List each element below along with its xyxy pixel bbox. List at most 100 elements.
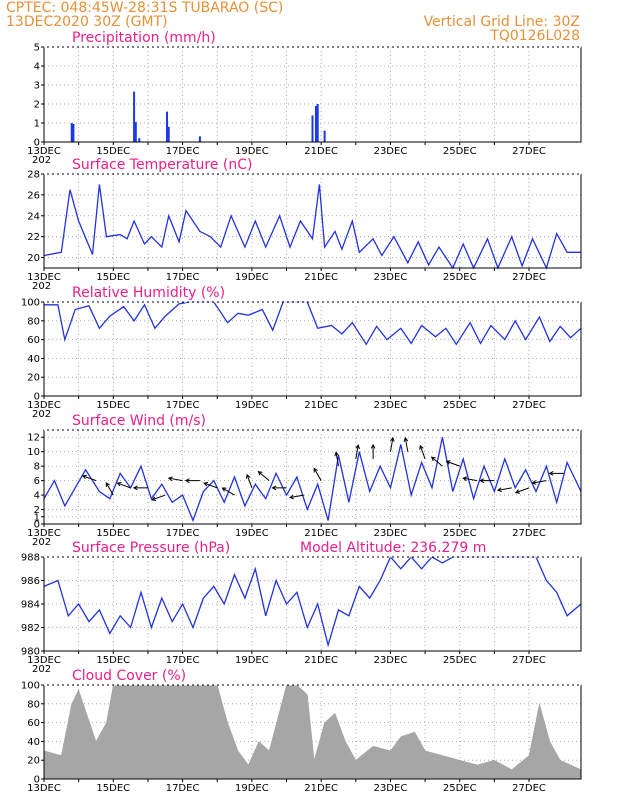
wind-arrow-head	[271, 485, 277, 491]
panel-temp: Surface Temperature (nC) 20 22 24 26 28 13DEC 1…	[27, 157, 582, 292]
y-tick-label: 2	[34, 100, 40, 111]
wind-arrow	[203, 482, 218, 489]
x-tick-label: 23DEC	[374, 655, 408, 666]
x-year-fragment: 202	[32, 537, 51, 548]
x-tick-label: 13DEC	[27, 146, 61, 157]
wind-arrow	[222, 487, 235, 496]
wind-arrow	[117, 482, 131, 489]
precip-bar	[134, 122, 137, 142]
x-tick-label: 25DEC	[443, 655, 477, 666]
wind-arrow	[258, 471, 270, 481]
y-tick-label: 2	[34, 505, 40, 516]
wind-arrow-head	[313, 467, 318, 473]
precip-bar	[165, 111, 168, 142]
wind-arrow-head	[132, 485, 138, 491]
precip-bar	[316, 104, 319, 142]
y-tick-label: 28	[27, 170, 40, 181]
y-tick-label: 100	[21, 681, 40, 692]
x-tick-label: 25DEC	[443, 146, 477, 157]
x-tick-label: 21DEC	[304, 400, 338, 411]
y-tick-label: 988	[21, 553, 40, 564]
x-tick-label: 15DEC	[96, 783, 130, 794]
series-line-pressure	[43, 555, 582, 648]
series-line-temp	[43, 184, 581, 270]
panel-title-rh: Relative Humidity (%)	[72, 285, 225, 301]
panel-precip: Precipitation (mm/h) 0 1 2 3 4 5 13DEC 15DEC 17DE…	[27, 30, 582, 166]
panel-title-precip: Precipitation (mm/h)	[72, 30, 216, 46]
x-tick-label: 27DEC	[512, 655, 546, 666]
x-tick-label: 27DEC	[512, 400, 546, 411]
y-tick-label: 0	[34, 520, 40, 531]
x-tick-label: 27DEC	[512, 272, 546, 283]
x-tick-label: 13DEC	[27, 400, 61, 411]
wind-arrow	[313, 468, 322, 481]
y-tick-label: 100	[21, 298, 40, 309]
wind-arrow-head	[245, 473, 251, 479]
header-date: 13DEC2020 30Z (GMT)	[6, 14, 168, 30]
wind-arrow-head	[389, 436, 395, 442]
y-tick-label: 20	[27, 756, 40, 767]
wind-arrow-head	[116, 481, 122, 487]
x-tick-label: 19DEC	[235, 655, 269, 666]
wind-arrow-head	[514, 489, 520, 494]
y-tick-label: 0	[34, 392, 40, 403]
x-tick-label: 23DEC	[374, 272, 408, 283]
panel-annotation-pressure: Model Altitude: 236.279 m	[300, 540, 486, 556]
header-station: CPTEC: 048:45W-28:31S TUBARAO (SC)	[6, 0, 283, 16]
y-tick-label: 40	[27, 737, 40, 748]
x-tick-label: 25DEC	[443, 400, 477, 411]
x-year-fragment: 202	[32, 664, 51, 675]
panel-frame	[43, 429, 582, 525]
panel-cloud: Cloud Cover (%) 0 20 40 60 80 100 13DEC 15DEC 17D…	[21, 668, 582, 794]
y-tick-label: 986	[21, 576, 40, 587]
series-line-rh	[44, 301, 582, 346]
wind-arrow-head	[81, 474, 87, 480]
y-tick-label: 0	[34, 138, 40, 149]
panel-frame	[43, 301, 582, 397]
y-tick-label: 26	[27, 190, 40, 201]
panel-frame	[43, 173, 582, 269]
y-tick-label: 4	[34, 62, 40, 73]
x-year-fragment: 202	[32, 409, 51, 420]
wind-arrow	[151, 494, 166, 501]
y-tick-label: 982	[21, 623, 40, 634]
wind-arrow	[515, 487, 530, 494]
x-tick-label: 21DEC	[304, 783, 338, 794]
x-tick-label: 17DEC	[166, 528, 200, 539]
y-tick-label: 10	[27, 447, 40, 458]
x-tick-label: 17DEC	[166, 272, 200, 283]
panel-title-temp: Surface Temperature (nC)	[72, 157, 253, 173]
x-tick-label: 25DEC	[443, 528, 477, 539]
y-tick-label: 24	[27, 211, 40, 222]
x-tick-label: 27DEC	[512, 783, 546, 794]
wind-arrow-head	[370, 443, 376, 449]
x-year-fragment: 202	[32, 155, 51, 166]
y-tick-label: 3	[34, 81, 40, 92]
x-tick-label: 19DEC	[235, 146, 269, 157]
x-tick-label: 13DEC	[27, 272, 61, 283]
x-tick-label: 21DEC	[304, 528, 338, 539]
wind-arrow-head	[430, 456, 436, 462]
wind-arrow-head	[184, 478, 190, 483]
precip-bar	[133, 91, 136, 142]
x-tick-label: 13DEC	[27, 783, 61, 794]
y-tick-label: 20	[27, 373, 40, 384]
x-tick-label: 17DEC	[166, 783, 200, 794]
wind-arrow-head	[403, 436, 409, 442]
wind-arrow-head	[334, 451, 339, 457]
y-tick-label: 6	[34, 476, 40, 487]
wind-arrow-head	[355, 444, 360, 450]
wind-arrow	[446, 460, 460, 467]
y-tick-label: 8	[34, 462, 40, 473]
x-tick-label: 21DEC	[304, 655, 338, 666]
wind-arrow	[355, 445, 359, 460]
wind-arrow	[389, 437, 394, 452]
wind-arrow-head	[105, 482, 110, 487]
y-tick-label: 20	[27, 253, 40, 264]
y-tick-label: 60	[27, 718, 40, 729]
x-tick-label: 15DEC	[96, 528, 130, 539]
x-tick-label: 13DEC	[27, 528, 61, 539]
wind-arrow-head	[419, 444, 424, 450]
